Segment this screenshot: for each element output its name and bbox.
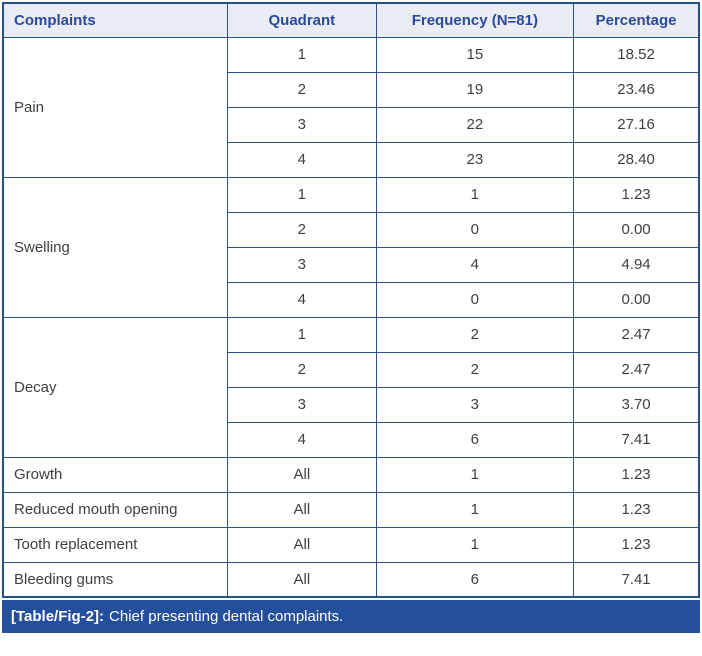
- percentage-cell: 0.00: [573, 281, 700, 318]
- quadrant-cell: 3: [227, 246, 377, 283]
- table-row: 3 4 4.94: [3, 246, 700, 283]
- frequency-cell: 22: [375, 106, 575, 143]
- frequency-cell: 1: [375, 456, 575, 493]
- quadrant-cell: 4: [227, 141, 377, 178]
- table-row: 3 3 3.70: [3, 386, 700, 423]
- percentage-cell: 27.16: [573, 106, 700, 143]
- table-row: 2 19 23.46: [3, 71, 700, 108]
- complaint-cell: Decay: [2, 316, 229, 458]
- frequency-cell: 3: [375, 386, 575, 423]
- table-row: Decay 1 2 2.47: [2, 316, 700, 458]
- table-row: 4 0 0.00: [3, 281, 700, 318]
- quadrant-cell: 1: [227, 176, 377, 213]
- quadrant-cell: All: [227, 491, 377, 528]
- table-caption: [Table/Fig-2]: Chief presenting dental co…: [2, 600, 700, 633]
- complaint-cell: Tooth replacement: [2, 526, 229, 563]
- quadrant-cell: 2: [227, 71, 377, 108]
- percentage-cell: 0.00: [573, 211, 700, 248]
- table-header: Complaints Quadrant Frequency (N=81) Per…: [2, 2, 700, 38]
- quadrant-cell: All: [227, 561, 377, 598]
- caption-text: Chief presenting dental complaints.: [109, 608, 344, 625]
- frequency-cell: 4: [375, 246, 575, 283]
- percentage-cell: 2.47: [573, 351, 700, 388]
- complaint-cell: Pain: [2, 36, 229, 178]
- table-row: Growth All 1 1.23: [2, 456, 700, 493]
- quadrant-cell: 4: [227, 421, 377, 458]
- frequency-cell: 1: [375, 491, 575, 528]
- quadrant-cell: 4: [227, 281, 377, 318]
- frequency-cell: 0: [375, 211, 575, 248]
- table-row: Swelling 1 1 1.23: [2, 176, 700, 318]
- table-row: 4 23 28.40: [3, 141, 700, 178]
- frequency-cell: 6: [375, 561, 575, 598]
- table-row: 4 6 7.41: [3, 421, 700, 458]
- percentage-cell: 28.40: [573, 141, 700, 178]
- quadrant-cell: 3: [227, 386, 377, 423]
- frequency-cell: 1: [375, 176, 575, 213]
- col-header-complaints: Complaints: [2, 2, 229, 38]
- table-body: Pain 1 15 18.52 2 19 23.46 3 22 27.16 4 23 28.40 Swel…: [2, 36, 700, 598]
- frequency-cell: 19: [375, 71, 575, 108]
- frequency-cell: 23: [375, 141, 575, 178]
- table-row: Bleeding gums All 6 7.41: [2, 561, 700, 598]
- caption-label: [Table/Fig-2]:: [11, 608, 105, 625]
- percentage-cell: 23.46: [573, 71, 700, 108]
- complaint-cell: Bleeding gums: [2, 561, 229, 598]
- col-header-frequency: Frequency (N=81): [375, 2, 575, 38]
- percentage-cell: 7.41: [573, 561, 700, 598]
- col-header-quadrant: Quadrant: [227, 2, 377, 38]
- percentage-cell: 3.70: [573, 386, 700, 423]
- complaint-cell: Growth: [2, 456, 229, 493]
- header-row: Complaints Quadrant Frequency (N=81) Per…: [2, 2, 700, 38]
- frequency-cell: 1: [375, 526, 575, 563]
- frequency-cell: 2: [375, 351, 575, 388]
- table-row: Tooth replacement All 1 1.23: [2, 526, 700, 563]
- quadrant-cell: All: [227, 526, 377, 563]
- percentage-cell: 2.47: [573, 316, 700, 353]
- frequency-cell: 6: [375, 421, 575, 458]
- quadrant-cell: 1: [227, 36, 377, 73]
- frequency-cell: 0: [375, 281, 575, 318]
- quadrant-cell: 2: [227, 211, 377, 248]
- quadrant-cell: 1: [227, 316, 377, 353]
- percentage-cell: 1.23: [573, 491, 700, 528]
- table-row: Pain 1 15 18.52: [2, 36, 700, 178]
- percentage-cell: 4.94: [573, 246, 700, 283]
- table-row: 2 0 0.00: [3, 211, 700, 248]
- table-row: Reduced mouth opening All 1 1.23: [2, 491, 700, 528]
- quadrant-cell: All: [227, 456, 377, 493]
- frequency-cell: 15: [375, 36, 575, 73]
- complaints-table: Complaints Quadrant Frequency (N=81) Per…: [2, 2, 700, 598]
- percentage-cell: 1.23: [573, 456, 700, 493]
- frequency-cell: 2: [375, 316, 575, 353]
- percentage-cell: 1.23: [573, 526, 700, 563]
- percentage-cell: 7.41: [573, 421, 700, 458]
- quadrant-cell: 3: [227, 106, 377, 143]
- complaint-cell: Swelling: [2, 176, 229, 318]
- percentage-cell: 1.23: [573, 176, 700, 213]
- table-row: 3 22 27.16: [3, 106, 700, 143]
- col-header-percentage: Percentage: [573, 2, 700, 38]
- percentage-cell: 18.52: [573, 36, 700, 73]
- quadrant-cell: 2: [227, 351, 377, 388]
- complaint-cell: Reduced mouth opening: [2, 491, 229, 528]
